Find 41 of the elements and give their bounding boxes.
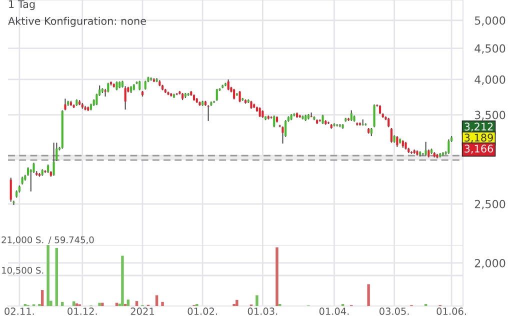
x-tick-label: 01.12. (68, 308, 97, 315)
candlestick (238, 90, 241, 103)
x-tick-label: 01.04. (319, 308, 349, 315)
y-tick-label: 10,500 S. (2, 266, 44, 275)
candlestick (138, 80, 141, 91)
annotation: Aktive Konfiguration: none (8, 16, 146, 27)
y-tick-label: 4,500 (474, 44, 506, 54)
y-tick-label: 4,000 (474, 75, 506, 85)
candlestick (448, 138, 450, 154)
candlestick (388, 117, 390, 128)
x-tick-label: 2021 (130, 308, 154, 315)
candlestick (373, 104, 376, 128)
y-tick-label: 3,500 (474, 110, 506, 120)
y-tick-label: 5,000 (474, 16, 506, 26)
annotation: / 59.745,0 (48, 236, 94, 244)
candlestick (390, 127, 392, 144)
candlestick (350, 110, 352, 122)
candlestick (322, 114, 324, 125)
y-tick-label: 2,500 (474, 200, 506, 210)
candlestick (64, 98, 66, 111)
candlestick (124, 86, 126, 110)
candlestick (227, 78, 230, 91)
candlestick (10, 177, 12, 202)
x-tick-label: 03.05. (380, 308, 409, 315)
candlestick (396, 136, 398, 148)
x-tick-label: 01.02. (188, 308, 218, 315)
candlestick (216, 88, 218, 102)
candlestick (52, 142, 55, 176)
annotation: 3,189 (464, 134, 493, 143)
x-tick-label: 02.11. (4, 308, 34, 315)
candlestick (107, 82, 110, 93)
candlestick (233, 88, 236, 100)
x-tick-label: 01.06. (436, 308, 466, 315)
candlestick (273, 115, 276, 128)
annotation: 3,166 (464, 144, 494, 154)
y-tick-label: 2,000 (474, 258, 506, 268)
annotation: 3,212 (464, 122, 493, 132)
y-tick-label: 21,000 S. (2, 236, 44, 244)
x-tick-label: 01.03. (248, 308, 278, 315)
candlestick (258, 106, 261, 118)
annotation: 1 Tag (9, 0, 35, 10)
